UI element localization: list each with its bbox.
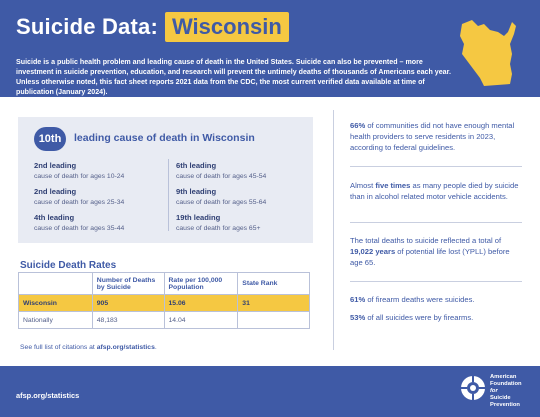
rank-item-title: 4th leading (34, 213, 75, 222)
fact-text: as many people died by suicide than in a… (350, 181, 519, 201)
logo-text-line: Foundation (490, 381, 522, 387)
fact-text: of all suicides were by firearms. (365, 313, 474, 322)
citation-note: See full list of citations at afsp.org/s… (20, 344, 157, 351)
table-title: Suicide Death Rates (20, 260, 117, 271)
fact-text: of potential life lost (YPLL) before age… (350, 247, 510, 267)
rank-item-subtitle: cause of death for ages 45-54 (176, 173, 267, 180)
rank-item-subtitle: cause of death for ages 55-64 (176, 199, 267, 206)
rank-item-title: 6th leading (176, 161, 217, 170)
table-row: Wisconsin 905 15.06 31 (18, 294, 310, 312)
rank-item: 9th leading cause of death for ages 55-6… (176, 187, 306, 206)
fact-divider (350, 281, 522, 282)
table-header-cell: Rate per 100,000 Population (163, 272, 239, 295)
table-cell (237, 311, 310, 329)
fact-provider-shortage: 66% of communities did not have enough m… (350, 120, 522, 153)
rank-item-title: 2nd leading (34, 187, 77, 196)
state-name-highlight: Wisconsin (164, 12, 289, 42)
fact-highlight: 19,022 years (350, 247, 396, 256)
rank-item-subtitle: cause of death for ages 10-24 (34, 173, 125, 180)
fact-firearm-deaths: 61% of firearm deaths were suicides. (350, 294, 522, 305)
logo-text-line: Suicide (490, 395, 511, 401)
table-header-cell: State Rank (237, 272, 310, 295)
table-cell: 48,183 (91, 311, 165, 329)
table-cell: Wisconsin (18, 294, 93, 312)
fact-divider (350, 166, 522, 167)
vertical-divider (333, 110, 334, 350)
fact-text: Almost (350, 181, 376, 190)
fact-highlight: 61% (350, 295, 366, 304)
table-cell: 905 (91, 294, 165, 312)
rank-item: 2nd leading cause of death for ages 25-3… (34, 187, 164, 206)
fact-alcohol-comparison: Almost five times as many people died by… (350, 180, 522, 202)
footer-url-link[interactable]: afsp.org/statistics (16, 391, 80, 400)
rank-headline: leading cause of death in Wisconsin (74, 132, 255, 144)
rank-item-subtitle: cause of death for ages 65+ (176, 225, 261, 232)
cause-of-death-ranking-panel: 10th leading cause of death in Wisconsin… (18, 117, 313, 243)
column-divider (168, 159, 169, 231)
fact-highlight: five times (375, 181, 411, 190)
fact-divider (350, 222, 522, 223)
fact-suicides-by-firearm: 53% of all suicides were by firearms. (350, 312, 522, 323)
fact-highlight: 66% (350, 121, 366, 130)
logo-text-line: Prevention (490, 402, 520, 408)
logo-text-line: American (490, 374, 517, 380)
table-header-row: Number of Deaths by Suicide Rate per 100… (18, 272, 310, 295)
fact-highlight: 53% (350, 313, 366, 322)
wisconsin-map-icon (460, 20, 516, 86)
fact-ypll: The total deaths to suicide reflected a … (350, 235, 522, 268)
rank-item-subtitle: cause of death for ages 35-44 (34, 225, 125, 232)
rank-badge: 10th (34, 127, 66, 151)
header-banner: Suicide Data: Wisconsin Suicide is a pub… (0, 0, 540, 97)
rank-item-title: 9th leading (176, 187, 217, 196)
footer-banner: afsp.org/statistics American Foundation … (0, 366, 540, 417)
fact-text: of communities did not have enough menta… (350, 121, 515, 152)
table-header-cell: Number of Deaths by Suicide (91, 272, 165, 295)
rank-item-subtitle: cause of death for ages 25-34 (34, 199, 125, 206)
title-text: Suicide Data: (16, 14, 158, 39)
suicide-death-rates-table: Number of Deaths by Suicide Rate per 100… (18, 272, 310, 329)
citation-prefix: See full list of citations at (20, 344, 97, 351)
rank-item: 6th leading cause of death for ages 45-5… (176, 161, 306, 180)
table-cell: Nationally (18, 311, 93, 329)
table-cell: 31 (237, 294, 310, 312)
afsp-logo-text: American Foundation for Suicide Preventi… (490, 374, 540, 409)
rank-item: 4th leading cause of death for ages 35-4… (34, 213, 164, 232)
citation-link[interactable]: afsp.org/statistics (96, 344, 155, 351)
table-row: Nationally 48,183 14.04 (18, 311, 310, 329)
intro-paragraph: Suicide is a public health problem and l… (16, 58, 451, 96)
logo-text-line: for (490, 388, 498, 394)
table-cell: 14.04 (163, 311, 239, 329)
page-title: Suicide Data: Wisconsin (16, 12, 289, 42)
table-header-cell (18, 272, 93, 295)
fact-text: The total deaths to suicide reflected a … (350, 236, 502, 245)
fact-text: of firearm deaths were suicides. (365, 295, 475, 304)
table-cell: 15.06 (163, 294, 239, 312)
rank-item-title: 2nd leading (34, 161, 77, 170)
rank-item-title: 19th leading (176, 213, 221, 222)
rank-item: 19th leading cause of death for ages 65+ (176, 213, 306, 232)
afsp-logo-icon (461, 376, 485, 400)
citation-suffix: . (154, 344, 157, 351)
rank-item: 2nd leading cause of death for ages 10-2… (34, 161, 164, 180)
